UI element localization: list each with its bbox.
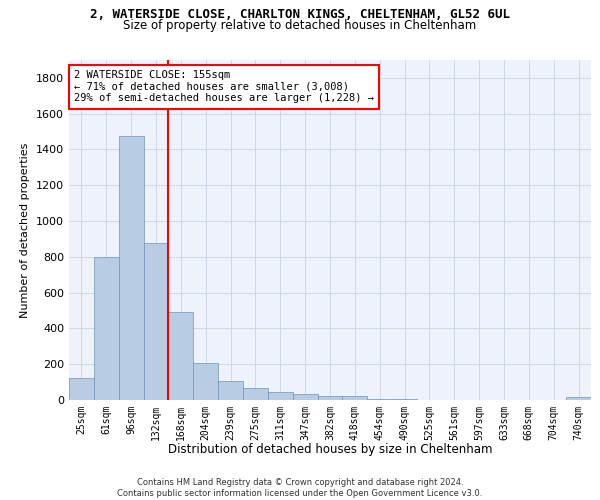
Bar [69,378,94,400]
Bar [293,394,317,400]
Bar [119,136,143,400]
Bar [193,364,218,400]
Text: 2 WATERSIDE CLOSE: 155sqm
← 71% of detached houses are smaller (3,008)
29% of se: 2 WATERSIDE CLOSE: 155sqm ← 71% of detac… [74,70,374,103]
Bar [94,257,119,400]
Text: 2, WATERSIDE CLOSE, CHARLTON KINGS, CHELTENHAM, GL52 6UL: 2, WATERSIDE CLOSE, CHARLTON KINGS, CHEL… [90,8,510,20]
Bar [317,396,343,400]
Bar [143,242,169,400]
Bar [392,399,417,400]
Bar [243,388,268,400]
Text: Size of property relative to detached houses in Cheltenham: Size of property relative to detached ho… [124,18,476,32]
Bar [566,398,591,400]
Bar [268,392,293,400]
Bar [343,396,367,400]
Y-axis label: Number of detached properties: Number of detached properties [20,142,31,318]
Bar [169,312,193,400]
Bar [367,399,392,400]
Text: Distribution of detached houses by size in Cheltenham: Distribution of detached houses by size … [168,442,492,456]
Bar [218,381,243,400]
Text: Contains HM Land Registry data © Crown copyright and database right 2024.
Contai: Contains HM Land Registry data © Crown c… [118,478,482,498]
